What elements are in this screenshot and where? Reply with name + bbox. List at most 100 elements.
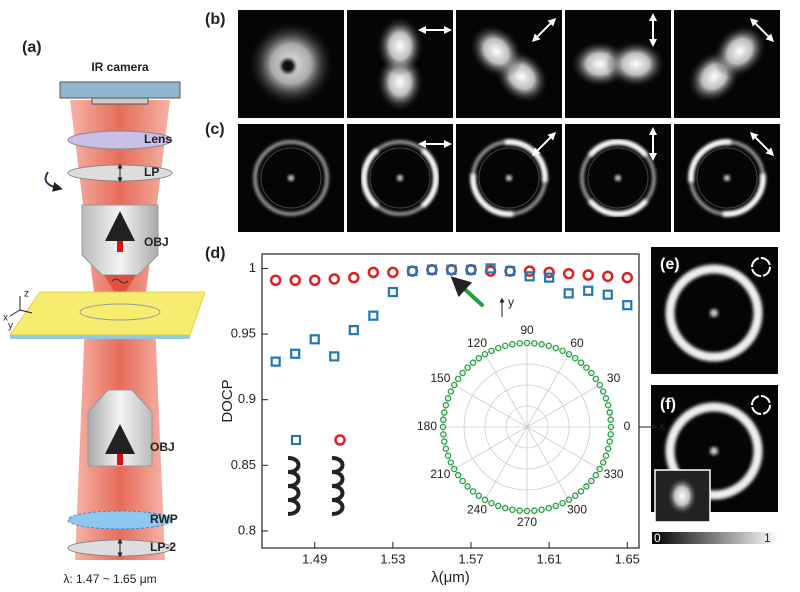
data-point xyxy=(563,288,574,299)
data-point xyxy=(309,334,320,345)
data-point xyxy=(465,264,477,275)
polar-marker xyxy=(488,499,495,507)
label: RWP xyxy=(150,512,178,526)
data-point xyxy=(524,271,535,282)
polar-marker xyxy=(444,395,452,402)
polar-marker xyxy=(599,459,607,466)
data-point xyxy=(329,351,340,362)
polar-marker xyxy=(565,496,573,503)
polar-marker xyxy=(509,506,516,513)
polar-marker xyxy=(440,431,447,438)
polar-marker xyxy=(531,340,538,347)
polar-marker xyxy=(545,504,552,512)
polar-marker xyxy=(577,488,585,495)
data-point xyxy=(368,310,379,321)
polar-marker xyxy=(531,507,538,514)
polar-marker xyxy=(454,471,462,479)
data-point xyxy=(582,269,594,281)
panel-label: (a) xyxy=(22,39,42,56)
polar-marker xyxy=(451,465,458,473)
polar-tick-label: 90 xyxy=(520,323,534,337)
polar-marker xyxy=(464,364,471,371)
label: OBJ xyxy=(150,440,175,454)
polar-tick-label: 330 xyxy=(604,467,624,481)
data-point xyxy=(308,274,321,286)
data-point xyxy=(387,286,398,298)
polarization-arrow xyxy=(749,17,775,43)
ring-arc xyxy=(688,139,732,183)
polar-marker xyxy=(606,438,613,445)
pointer-arrow xyxy=(450,276,484,307)
polar-marker xyxy=(488,347,495,355)
legend-marker xyxy=(290,434,302,446)
polar-tick-label: 180 xyxy=(417,419,437,433)
polar-grid-line xyxy=(526,426,600,470)
y-axis-label: DOCP xyxy=(219,379,236,422)
ring xyxy=(253,140,329,216)
colorbar xyxy=(652,532,778,544)
data-point xyxy=(269,274,282,286)
polar-tick-label: 210 xyxy=(430,467,450,481)
data-point xyxy=(544,272,555,283)
polar-grid-line xyxy=(454,384,528,428)
data-point xyxy=(289,274,301,286)
polar-marker xyxy=(604,445,612,452)
y-tick-label: 0.9 xyxy=(238,391,256,406)
inset-blob xyxy=(666,476,698,516)
polar-tick-label: 270 xyxy=(517,515,537,529)
data-point xyxy=(348,271,360,284)
polar-marker xyxy=(607,416,614,423)
x-tick-label: 1.53 xyxy=(380,551,405,566)
panel-label: (f) xyxy=(660,396,676,413)
center-spot xyxy=(397,175,403,181)
polar-grid-line xyxy=(484,354,528,428)
polar-marker xyxy=(442,402,450,409)
ring-arc xyxy=(361,147,380,209)
polar-marker xyxy=(441,438,448,445)
polar-marker xyxy=(602,452,610,459)
polar-marker xyxy=(602,395,610,402)
polar-marker xyxy=(523,507,531,515)
data-point xyxy=(622,300,633,311)
polar-marker xyxy=(440,416,447,423)
polar-marker xyxy=(439,423,447,431)
polar-marker xyxy=(442,445,450,452)
colorbar-label: 0 xyxy=(654,531,661,545)
polar-marker xyxy=(559,347,566,355)
ring-inner xyxy=(260,147,322,209)
center-spot xyxy=(710,309,718,317)
polar-marker xyxy=(565,351,573,358)
data-point xyxy=(446,264,457,275)
helix xyxy=(287,456,301,516)
center-spot xyxy=(506,175,512,181)
beam-images xyxy=(238,10,780,523)
polar-marker xyxy=(447,459,455,466)
polar-marker xyxy=(495,502,502,510)
center-spot xyxy=(615,175,621,181)
ring-arc xyxy=(420,147,439,209)
label: OBJ xyxy=(144,235,169,249)
beam-core xyxy=(281,59,295,73)
data-point xyxy=(602,289,613,300)
polarization-arrow xyxy=(531,131,557,157)
label: LP xyxy=(144,165,159,179)
polar-grid-line xyxy=(454,426,528,470)
beam-pattern xyxy=(253,140,329,216)
x-tick-label: 1.65 xyxy=(615,551,640,566)
polar-marker xyxy=(481,496,489,503)
beam-pattern xyxy=(376,16,424,112)
data-point xyxy=(485,263,496,274)
data-point xyxy=(270,356,281,367)
data-point xyxy=(290,348,301,359)
polar-marker xyxy=(454,375,462,383)
data-point xyxy=(328,273,341,285)
polar-marker xyxy=(502,342,509,350)
chart: 0.8 0.85 0.9 0.95 1 1.49 1.53 1.57 1.61 1.65 λ(μm)… xyxy=(219,253,665,586)
center-spot xyxy=(710,447,718,455)
y-tick-label: 0.8 xyxy=(238,522,256,537)
polar-marker xyxy=(516,340,523,347)
data-point xyxy=(387,266,399,279)
data-point xyxy=(426,264,438,275)
ring-inner xyxy=(696,147,758,209)
